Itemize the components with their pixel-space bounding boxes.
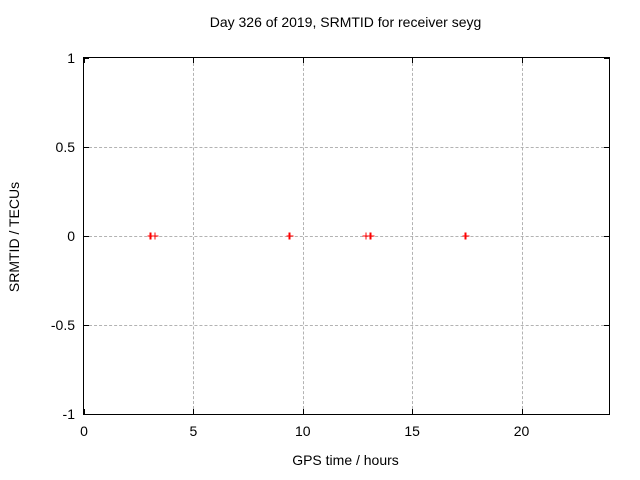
marker-vertical-stroke xyxy=(149,232,152,240)
h-gridline xyxy=(84,147,609,148)
y-tick-mark xyxy=(84,147,89,148)
x-tick-mark xyxy=(412,58,414,63)
h-gridline xyxy=(84,325,609,326)
y-tick-label: -1 xyxy=(62,406,75,422)
data-point-marker xyxy=(147,232,155,240)
y-tick-mark xyxy=(604,236,609,237)
x-axis-label: GPS time / hours xyxy=(292,452,399,468)
marker-vertical-stroke xyxy=(369,232,372,240)
y-tick-label: 0 xyxy=(67,228,75,244)
chart-title: Day 326 of 2019, SRMTID for receiver sey… xyxy=(209,14,482,30)
y-tick-mark xyxy=(84,58,89,59)
x-tick-mark xyxy=(84,409,85,414)
x-tick-label: 20 xyxy=(513,423,530,439)
x-tick-label: 0 xyxy=(80,423,88,439)
marker-vertical-stroke xyxy=(288,232,291,240)
y-tick-mark xyxy=(84,414,89,415)
x-tick-mark xyxy=(193,58,195,63)
data-point-marker xyxy=(151,232,159,240)
y-axis-label: SRMTID / TECUs xyxy=(6,181,22,293)
data-point-marker xyxy=(367,232,375,240)
x-tick-mark xyxy=(84,58,85,63)
data-point-marker xyxy=(462,232,470,240)
x-tick-mark xyxy=(412,409,414,414)
h-gridline xyxy=(84,236,609,237)
marker-vertical-stroke xyxy=(464,232,467,240)
y-tick-label: 0.5 xyxy=(55,139,75,155)
y-tick-mark xyxy=(84,236,89,237)
x-tick-mark xyxy=(521,409,523,414)
y-tick-mark xyxy=(84,325,89,326)
data-point-marker xyxy=(362,232,370,240)
marker-vertical-stroke xyxy=(154,232,156,240)
x-tick-mark xyxy=(193,409,195,414)
x-tick-mark xyxy=(302,58,304,63)
x-tick-mark xyxy=(302,409,304,414)
data-point-marker xyxy=(286,232,294,240)
x-tick-label: 10 xyxy=(294,423,311,439)
x-tick-label: 5 xyxy=(189,423,198,439)
x-tick-mark xyxy=(521,58,523,63)
y-tick-label: 1 xyxy=(67,50,75,66)
marker-vertical-stroke xyxy=(365,232,367,240)
y-tick-mark xyxy=(604,325,609,326)
plot-area: 0 5 10 15 20 1 0.5 0 -0.5 -1 xyxy=(51,50,610,439)
x-tick-label: 15 xyxy=(404,423,420,439)
y-tick-mark xyxy=(604,414,609,415)
y-tick-mark xyxy=(604,147,609,148)
y-tick-mark xyxy=(604,58,609,59)
y-tick-label: -0.5 xyxy=(50,317,75,333)
